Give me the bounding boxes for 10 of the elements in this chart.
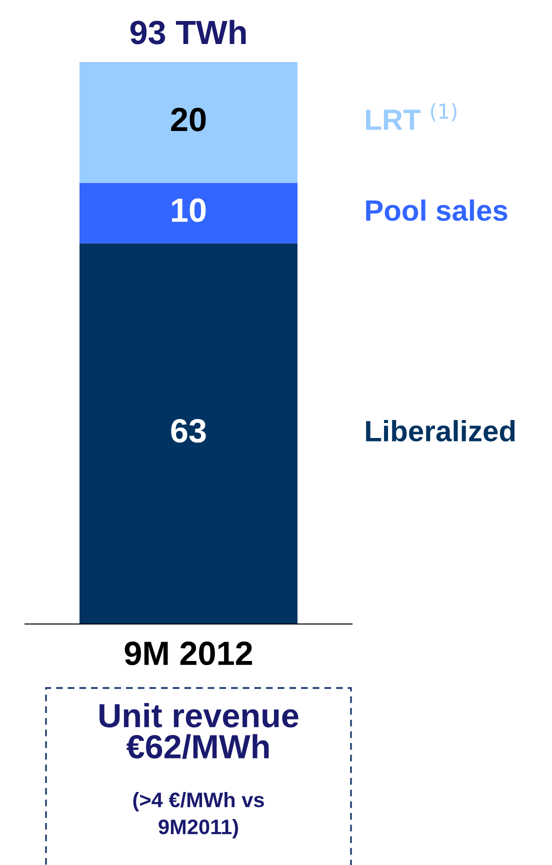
data-label: 10 <box>172 198 206 222</box>
text: Liberalized <box>366 420 515 442</box>
data-label: 63 <box>171 418 206 443</box>
text: Unit revenue €62/MWh <box>100 703 298 759</box>
text: (>4 €/MWh vs 9M2011) <box>133 792 264 838</box>
text: LRT $^{(1)}$ <box>366 103 456 130</box>
x-tick-label: 9M 2012 <box>124 642 252 666</box>
total-label: 93 TWh <box>130 20 246 44</box>
text: Pool sales <box>366 199 508 221</box>
data-label: 20 <box>171 108 206 132</box>
